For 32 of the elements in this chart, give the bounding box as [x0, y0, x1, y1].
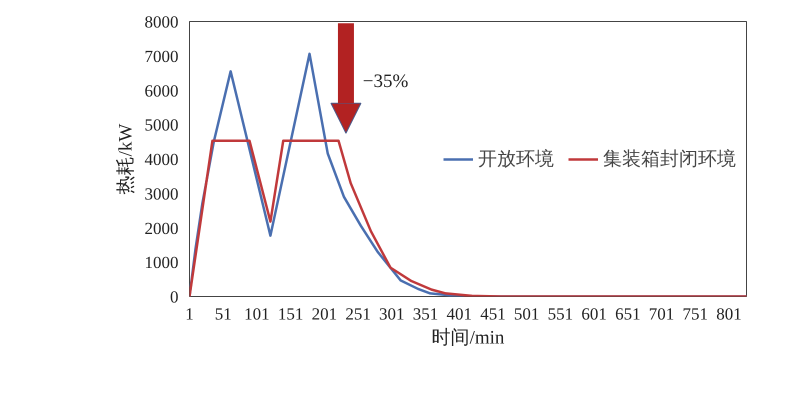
y-tick-label: 6000	[144, 81, 178, 100]
x-tick-label: 501	[514, 304, 540, 324]
legend-label: 开放环境	[478, 148, 554, 172]
x-tick-label: 1	[185, 304, 194, 324]
x-tick-label: 201	[312, 304, 338, 324]
x-tick-label: 801	[716, 304, 742, 324]
legend-label: 集装箱封闭环境	[603, 148, 736, 172]
x-tick-label: 301	[379, 304, 405, 324]
x-tick-label: 551	[548, 304, 574, 324]
x-tick-label: 101	[244, 304, 270, 324]
y-axis-title: 热耗/kW	[116, 124, 136, 194]
x-tick-label: 651	[615, 304, 641, 324]
y-tick-label: 3000	[144, 184, 178, 204]
x-tick-label: 751	[682, 304, 708, 324]
annotation: −35%	[362, 70, 409, 92]
x-tick-label: 51	[214, 304, 232, 324]
x-tick-label: 701	[648, 304, 674, 324]
line-series	[190, 140, 746, 296]
y-tick-label: 0	[170, 288, 178, 306]
x-tick-label: 251	[345, 304, 371, 324]
y-tick-label: 8000	[144, 12, 178, 32]
x-tick-label: 401	[446, 304, 472, 324]
x-axis-title: 时间/min	[432, 328, 505, 348]
y-tick-label: 5000	[144, 116, 178, 135]
x-tick-label: 351	[412, 304, 438, 324]
x-tick-label: 151	[278, 304, 304, 324]
y-tick-label: 4000	[144, 150, 178, 169]
y-tick-label: 7000	[144, 46, 178, 66]
x-tick-label: 451	[480, 304, 506, 324]
y-tick-label: 2000	[144, 218, 178, 238]
y-tick-label: 1000	[144, 253, 178, 272]
x-tick-label: 601	[581, 304, 607, 324]
